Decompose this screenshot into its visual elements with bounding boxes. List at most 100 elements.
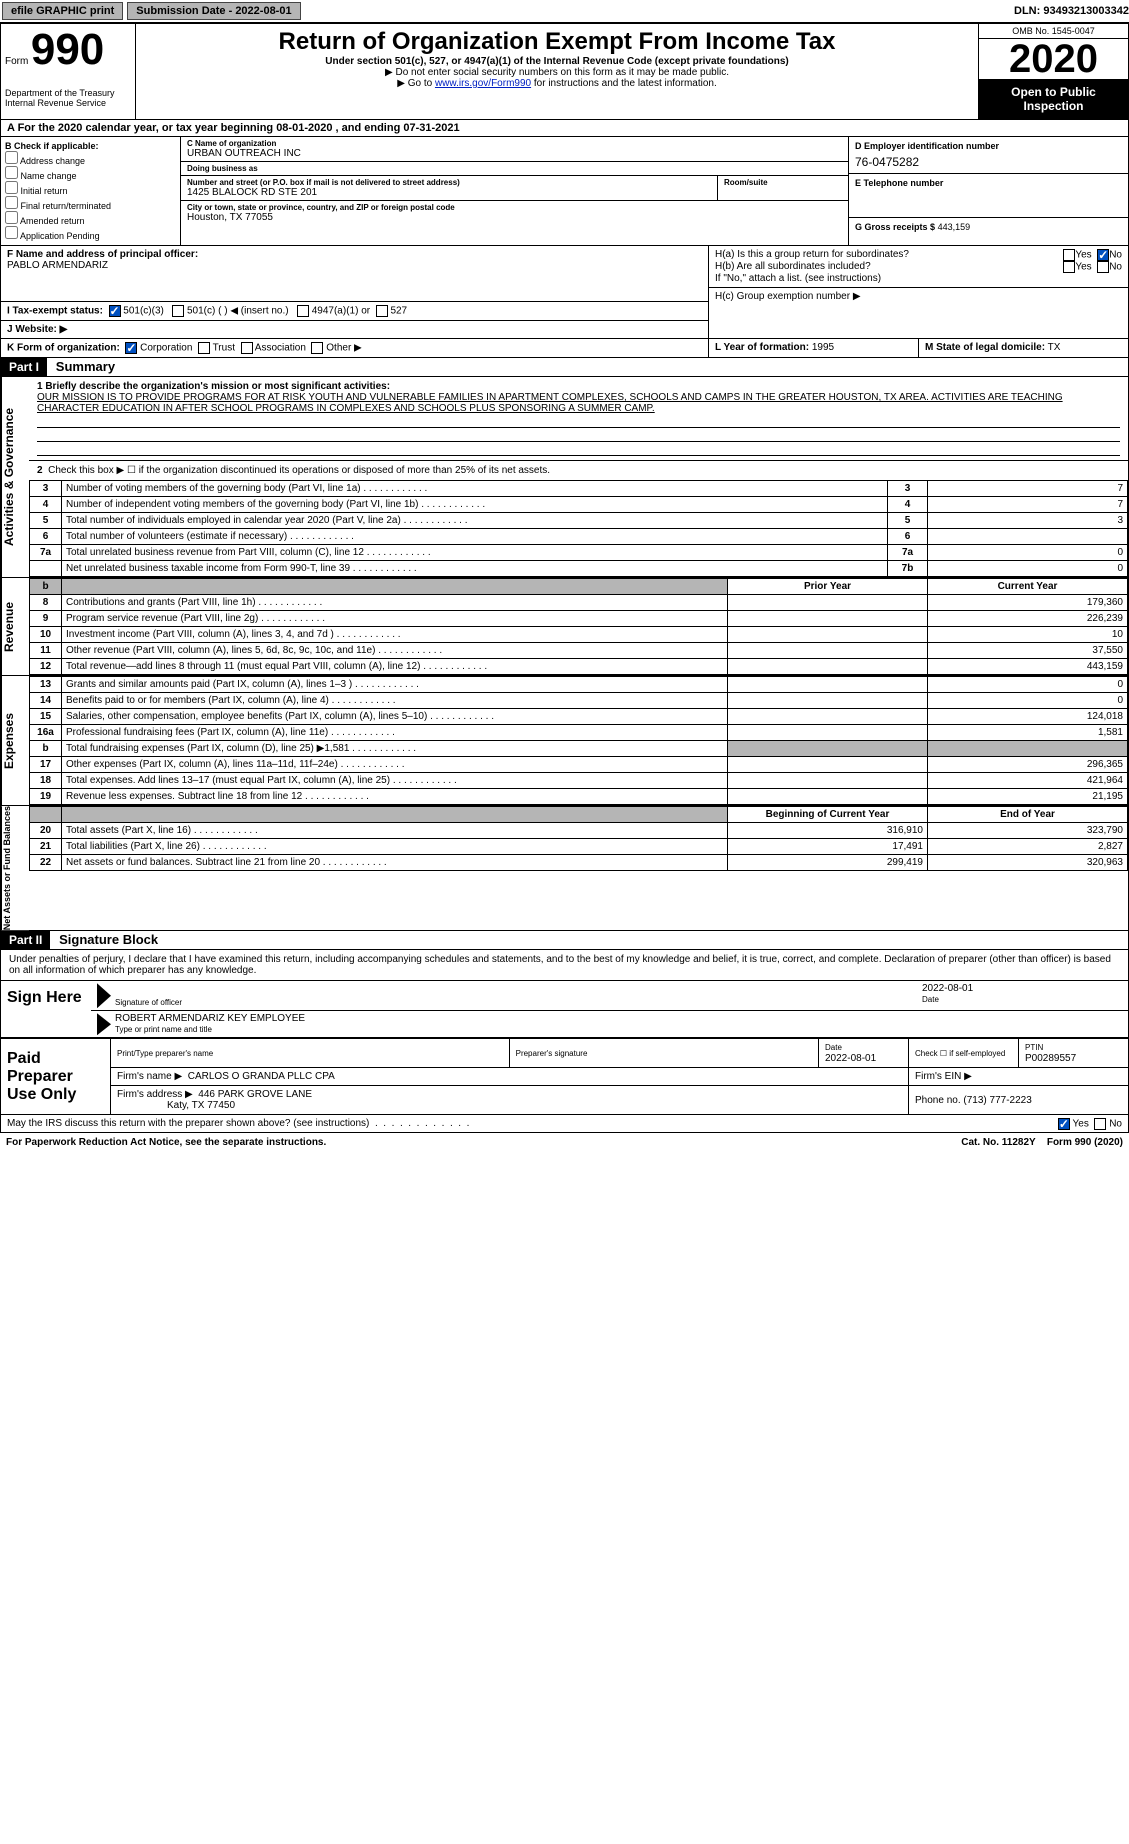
prior-val — [728, 741, 928, 757]
group-return-label: H(a) Is this a group return for subordin… — [715, 249, 962, 261]
current-val: 0 — [928, 693, 1128, 709]
org-name-label: C Name of organization — [187, 139, 842, 148]
current-val: 37,550 — [928, 643, 1128, 659]
line-desc: Total unrelated business revenue from Pa… — [62, 545, 888, 561]
lbl-assoc: Association — [255, 343, 306, 354]
line-desc: Total fundraising expenses (Part IX, col… — [62, 741, 728, 757]
officer-name-title: ROBERT ARMENDARIZ KEY EMPLOYEE — [115, 1013, 1122, 1024]
vtab-revenue: Revenue — [1, 578, 29, 675]
lbl-501c: 501(c) ( ) ◀ (insert no.) — [187, 306, 289, 317]
vtab-expenses: Expenses — [1, 676, 29, 805]
ck-final-return[interactable] — [5, 196, 18, 209]
ck-corp[interactable] — [125, 342, 137, 354]
row-a-tax-year: A For the 2020 calendar year, or tax yea… — [0, 120, 1129, 137]
line-box: 5 — [888, 513, 928, 529]
ptin-label: PTIN — [1025, 1043, 1043, 1052]
line-num — [30, 561, 62, 577]
lbl-501c3: 501(c)(3) — [123, 306, 164, 317]
attach-list-note: If "No," attach a list. (see instruction… — [715, 273, 1122, 284]
prep-date-value: 2022-08-01 — [825, 1053, 876, 1064]
part1-header: Part I — [1, 358, 47, 376]
org-name: URBAN OUTREACH INC — [187, 148, 842, 159]
lbl-hb-yes: Yes — [1075, 262, 1091, 273]
vtab-activities: Activities & Governance — [1, 377, 29, 577]
ck-app-pending[interactable] — [5, 226, 18, 239]
line-num: 19 — [30, 789, 62, 805]
note-ssn: ▶ Do not enter social security numbers o… — [144, 67, 970, 78]
prior-val — [728, 659, 928, 675]
ck-ha-yes[interactable] — [1063, 249, 1075, 261]
lbl-discuss-yes: Yes — [1073, 1119, 1089, 1130]
part2-title: Signature Block — [53, 930, 164, 949]
lbl-corp: Corporation — [140, 343, 192, 354]
ck-amended-return[interactable] — [5, 211, 18, 224]
line-num: 21 — [30, 839, 62, 855]
line-desc: Benefits paid to or for members (Part IX… — [62, 693, 728, 709]
current-val: 2,827 — [928, 839, 1128, 855]
line-num: 5 — [30, 513, 62, 529]
submission-date-btn[interactable]: Submission Date - 2022-08-01 — [127, 2, 300, 20]
year-formation-label: L Year of formation: — [715, 342, 809, 353]
tax-exempt-label: I Tax-exempt status: — [7, 306, 103, 317]
ck-ha-no[interactable] — [1097, 249, 1109, 261]
line-desc: Other expenses (Part IX, column (A), lin… — [62, 757, 728, 773]
ck-hb-yes[interactable] — [1063, 261, 1075, 273]
firm-name-label: Firm's name ▶ — [117, 1071, 182, 1082]
lbl-final-return: Final return/terminated — [21, 201, 112, 211]
line-desc: Number of independent voting members of … — [62, 497, 888, 513]
line-box: 7b — [888, 561, 928, 577]
cat-no: Cat. No. 11282Y — [961, 1137, 1035, 1148]
line-desc: Total number of volunteers (estimate if … — [62, 529, 888, 545]
line-desc: Revenue less expenses. Subtract line 18 … — [62, 789, 728, 805]
ck-4947[interactable] — [297, 305, 309, 317]
current-val: 421,964 — [928, 773, 1128, 789]
room-label: Room/suite — [724, 178, 842, 187]
lbl-527: 527 — [390, 306, 407, 317]
ck-other[interactable] — [311, 342, 323, 354]
lbl-app-pending: Application Pending — [20, 231, 100, 241]
ck-name-change[interactable] — [5, 166, 18, 179]
lbl-initial-return: Initial return — [21, 186, 68, 196]
perjury-statement: Under penalties of perjury, I declare th… — [1, 950, 1128, 980]
subordinates-label: H(b) Are all subordinates included? — [715, 261, 962, 273]
section-b-label: B Check if applicable: — [5, 141, 176, 151]
ck-501c[interactable] — [172, 305, 184, 317]
firm-addr2: Katy, TX 77450 — [167, 1100, 235, 1111]
current-val: 323,790 — [928, 823, 1128, 839]
vtab-net-assets: Net Assets or Fund Balances — [1, 806, 29, 930]
prior-val — [728, 789, 928, 805]
prior-val — [728, 627, 928, 643]
line-val — [928, 529, 1128, 545]
irs-form990-link[interactable]: www.irs.gov/Form990 — [435, 78, 531, 89]
form-title: Return of Organization Exempt From Incom… — [144, 28, 970, 56]
ck-discuss-yes[interactable] — [1058, 1118, 1070, 1130]
ck-assoc[interactable] — [241, 342, 253, 354]
mission-text: OUR MISSION IS TO PROVIDE PROGRAMS FOR A… — [37, 392, 1063, 414]
line-num: 16a — [30, 725, 62, 741]
prior-val — [728, 611, 928, 627]
city-label: City or town, state or province, country… — [187, 203, 842, 212]
prep-date-label: Date — [825, 1043, 842, 1052]
efile-graphic-btn[interactable]: efile GRAPHIC print — [2, 2, 123, 20]
lbl-name-change: Name change — [21, 171, 77, 181]
form-header: Form 990 Department of the Treasury Inte… — [0, 23, 1129, 120]
form-subtitle: Under section 501(c), 527, or 4947(a)(1)… — [144, 56, 970, 67]
firm-addr1: 446 PARK GROVE LANE — [198, 1089, 312, 1100]
ck-527[interactable] — [376, 305, 388, 317]
dept-treasury: Department of the Treasury — [5, 88, 131, 98]
firm-addr-label: Firm's address ▶ — [117, 1089, 193, 1100]
ck-trust[interactable] — [198, 342, 210, 354]
ck-501c3[interactable] — [109, 305, 121, 317]
pra-notice: For Paperwork Reduction Act Notice, see … — [6, 1137, 326, 1148]
line-num: 14 — [30, 693, 62, 709]
lbl-discuss-no: No — [1109, 1119, 1122, 1130]
ck-hb-no[interactable] — [1097, 261, 1109, 273]
line-desc: Professional fundraising fees (Part IX, … — [62, 725, 728, 741]
website-label: J Website: ▶ — [7, 324, 67, 335]
line-num: 8 — [30, 595, 62, 611]
ck-initial-return[interactable] — [5, 181, 18, 194]
line-desc: Number of voting members of the governin… — [62, 481, 888, 497]
ck-address-change[interactable] — [5, 151, 18, 164]
ck-discuss-no[interactable] — [1094, 1118, 1106, 1130]
line-val: 0 — [928, 545, 1128, 561]
